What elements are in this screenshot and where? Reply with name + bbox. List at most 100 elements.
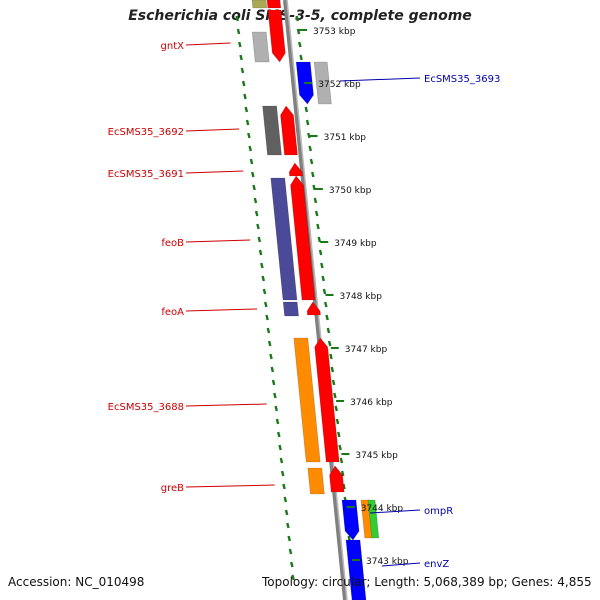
left-guide-dot: [278, 444, 282, 451]
right-guide-dot: [299, 54, 303, 61]
gene-leader-line: [185, 308, 258, 312]
left-guide-dot: [235, 15, 239, 22]
left-guide-dot: [277, 431, 281, 438]
gene-label[interactable]: EcSMS35_3693: [424, 74, 500, 85]
EcSMS35_3692-cds-arrow[interactable]: [280, 105, 298, 156]
axis-tick-label: 3749 kbp: [334, 239, 377, 249]
EcSMS35_3692-gene-block[interactable]: [262, 105, 282, 156]
axis-tick-label: 3753 kbp: [313, 27, 356, 37]
gene-block-olive[interactable]: [251, 0, 268, 9]
greB-cds-arrow[interactable]: [329, 465, 345, 493]
cds-block-red[interactable]: [266, 0, 282, 9]
right-guide-dot: [326, 327, 331, 334]
axis-tick-label: 3746 kbp: [350, 398, 393, 408]
greB-gene-block[interactable]: [307, 467, 325, 495]
right-guide-dot: [295, 15, 299, 22]
gene-leader-line: [185, 403, 267, 407]
left-guide-dot: [270, 366, 275, 373]
left-guide-dot: [253, 197, 258, 204]
EcSMS35_3688-gene-block[interactable]: [293, 337, 321, 463]
left-guide-dot: [258, 249, 263, 256]
ompR-gene-block-green[interactable]: [367, 499, 380, 539]
gene-leader-line: [185, 484, 275, 488]
right-guide-dot: [321, 275, 325, 282]
left-guide-dot: [241, 80, 246, 87]
gene-leader-line: [381, 562, 421, 567]
topology-text: Topology: circular; Length: 5,068,389 bp…: [262, 575, 592, 589]
right-guide-dot: [335, 418, 340, 425]
right-guide-dot: [308, 145, 312, 152]
right-guide-dot: [325, 314, 329, 321]
gene-leader-line: [339, 77, 421, 82]
gene-label[interactable]: EcSMS35_3688: [108, 402, 184, 413]
left-guide-dot: [252, 184, 256, 191]
gene-label[interactable]: envZ: [424, 559, 449, 570]
gene-leader-line: [185, 128, 240, 132]
left-guide-dot: [239, 54, 243, 61]
axis-tick-label: 3748 kbp: [340, 292, 383, 302]
left-guide-dot: [267, 340, 272, 347]
gene-label[interactable]: EcSMS35_3691: [108, 169, 184, 180]
EcSMS35_3693-gene-block[interactable]: [313, 61, 332, 105]
left-guide-dot: [238, 41, 242, 48]
right-guide-dot: [296, 28, 301, 35]
left-guide-dot: [262, 288, 267, 295]
feoA-cds-arrow[interactable]: [306, 301, 321, 316]
right-guide-dot: [320, 262, 324, 269]
left-guide-dot: [254, 210, 259, 217]
right-guide-dot: [316, 223, 320, 230]
right-guide-dot: [307, 132, 311, 139]
axis-tick-label: 3752 kbp: [318, 80, 361, 90]
EcSMS35_3688-cds-arrow[interactable]: [314, 337, 340, 463]
gene-label[interactable]: EcSMS35_3692: [108, 127, 184, 138]
right-guide-dot: [318, 249, 323, 256]
gene-label[interactable]: greB: [161, 483, 184, 494]
right-guide-dot: [317, 236, 322, 243]
left-guide-dot: [288, 548, 293, 555]
gntX-gene-block[interactable]: [251, 31, 270, 63]
left-guide-dot: [275, 418, 280, 425]
left-guide-dot: [271, 379, 276, 386]
EcSMS35_3691-cds-arrow[interactable]: [288, 162, 303, 177]
right-guide-dot: [337, 431, 341, 438]
right-guide-dot: [311, 171, 315, 178]
right-guide-dot: [330, 366, 335, 373]
right-guide-dot: [339, 457, 344, 464]
right-guide-dot: [340, 470, 345, 477]
gene-label[interactable]: feoA: [161, 307, 184, 318]
left-guide-dot: [273, 392, 277, 399]
right-guide-dot: [304, 106, 309, 113]
left-guide-dot: [249, 158, 254, 165]
ompR-cds-arrow[interactable]: [341, 499, 360, 541]
feoB-gene-block[interactable]: [270, 177, 298, 301]
gntX-cds-arrow[interactable]: [267, 9, 286, 63]
left-guide-dot: [247, 132, 251, 139]
left-guide-dot: [279, 457, 284, 464]
gene-leader-line: [185, 239, 251, 243]
gene-label[interactable]: ompR: [424, 506, 453, 517]
left-guide-dot: [244, 106, 249, 113]
left-guide-dot: [284, 509, 289, 516]
axis-tick-label: 3744 kbp: [361, 504, 404, 514]
left-guide-dot: [269, 353, 273, 360]
left-guide-dot: [265, 314, 269, 321]
feoB-cds-arrow[interactable]: [290, 175, 316, 301]
left-guide-dot: [261, 275, 265, 282]
right-guide-dot: [331, 379, 336, 386]
right-guide-dot: [313, 197, 318, 204]
left-guide-dot: [287, 535, 291, 542]
feoA-gene-block[interactable]: [282, 301, 299, 317]
right-guide-dot: [312, 184, 316, 191]
left-guide-dot: [280, 470, 285, 477]
accession-text: Accession: NC_010498: [8, 575, 145, 589]
envZ-cds-block[interactable]: [345, 539, 367, 600]
left-guide-dot: [240, 67, 245, 74]
right-guide-dot: [305, 119, 310, 126]
right-guide-dot: [338, 444, 342, 451]
gene-label[interactable]: feoB: [161, 238, 184, 249]
left-guide-dot: [256, 223, 260, 230]
left-guide-dot: [290, 561, 294, 568]
gene-label[interactable]: gntX: [161, 41, 185, 52]
page-title: Escherichia coli SMS-3-5, complete genom…: [128, 8, 472, 24]
